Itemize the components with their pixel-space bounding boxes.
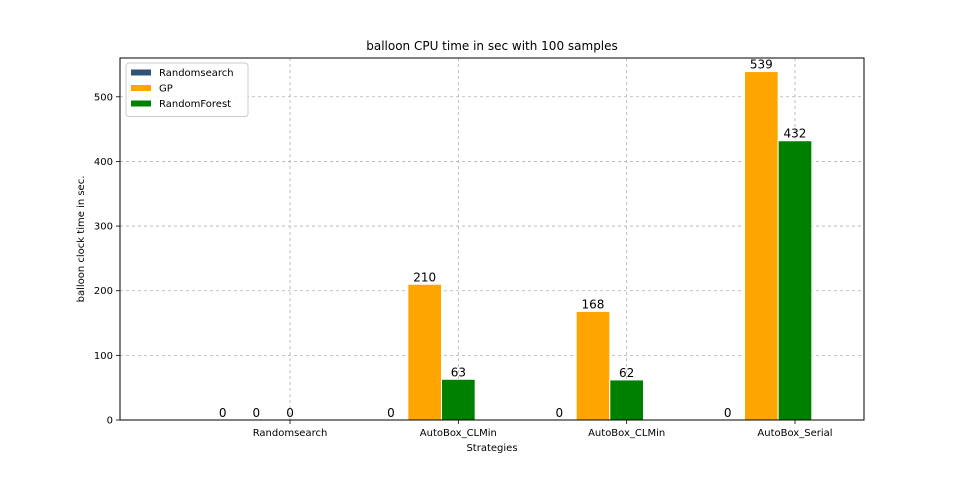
y-tick-label: 500: [94, 92, 113, 103]
grid-layer: [120, 58, 864, 421]
y-tick-label: 200: [94, 286, 113, 297]
data-labels-layer: 0 0 0 0 210 63 0 168 62 0 539 432: [219, 58, 807, 420]
bar-value-label: 63: [451, 365, 466, 379]
bar-value-label: 432: [784, 127, 807, 141]
legend: Randomsearch GP RandomForest: [125, 62, 249, 117]
y-tick-label: 0: [107, 416, 113, 427]
y-tick-label: 100: [94, 351, 113, 362]
legend-swatch: [131, 100, 151, 107]
bar: [777, 140, 813, 421]
chart-title: balloon CPU time in sec with 100 samples: [366, 39, 618, 53]
x-tick-label: AutoBox_CLMin: [588, 428, 665, 439]
bar-value-label: 0: [286, 406, 294, 420]
axes-layer: 0 100 200 300 400 500 Randomsearch AutoBox_CLMi…: [94, 92, 833, 439]
bar: [575, 310, 611, 421]
x-axis-label: Strategies: [466, 443, 517, 454]
bar-value-label: 0: [219, 406, 227, 420]
bar-value-label: 168: [582, 297, 605, 311]
bar-value-label: 0: [387, 406, 395, 420]
legend-box: [125, 62, 249, 117]
y-tick-label: 300: [94, 222, 113, 233]
x-tick-label: AutoBox_Serial: [757, 428, 832, 439]
legend-label: Randomsearch: [159, 68, 234, 79]
bar: [609, 379, 644, 421]
legend-label: GP: [159, 84, 173, 95]
bar-value-label: 0: [724, 406, 732, 420]
bars-layer: [407, 71, 813, 421]
bar: [441, 378, 476, 421]
bar-value-label: 0: [556, 406, 564, 420]
bar-value-label: 62: [619, 366, 634, 380]
bar-value-label: 539: [750, 58, 773, 72]
bar: [743, 71, 779, 421]
x-tick-label: Randomsearch: [253, 428, 328, 439]
bar-value-label: 210: [413, 270, 436, 284]
legend-label: RandomForest: [159, 99, 231, 110]
y-axis-label: balloon clock time in sec.: [76, 176, 87, 303]
y-tick-label: 400: [94, 157, 113, 168]
legend-swatch: [131, 69, 151, 76]
plot-frame: [119, 57, 865, 421]
bar: [407, 283, 443, 421]
x-tick-label: AutoBox_CLMin: [420, 428, 497, 439]
legend-swatch: [131, 85, 151, 91]
bar-value-label: 0: [253, 406, 261, 420]
